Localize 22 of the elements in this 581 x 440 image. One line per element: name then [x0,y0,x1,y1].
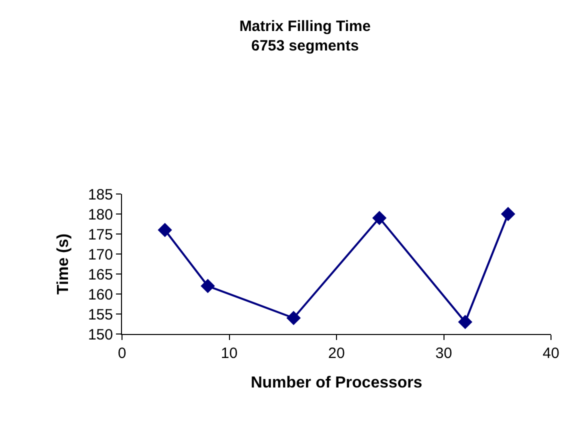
y-tick-label: 170 [88,246,113,264]
y-axis-title: Time (s) [54,233,72,295]
y-tick-label: 175 [88,226,113,244]
point [458,314,472,330]
x-tick-label: 0 [118,345,126,362]
point [286,310,301,326]
y-tick-label: 165 [88,266,113,284]
point [372,210,387,226]
x-tick-label: 40 [542,345,560,362]
y-tick-label: 150 [88,326,113,344]
x-tick-label: 10 [220,345,238,362]
x-tick-label: 30 [435,345,452,362]
y-tick-label: 160 [88,286,113,304]
point [500,206,516,222]
y-tick-label: 180 [88,206,113,224]
point [200,278,215,294]
chart-title: Matrix Filling Time 6753 segments [239,18,371,54]
x-tick-label: 20 [328,345,345,362]
point [158,222,172,238]
y-tick-label: 185 [88,186,113,204]
x-axis-title: Number of Processors [250,374,422,392]
y-tick-label: 155 [88,306,113,324]
